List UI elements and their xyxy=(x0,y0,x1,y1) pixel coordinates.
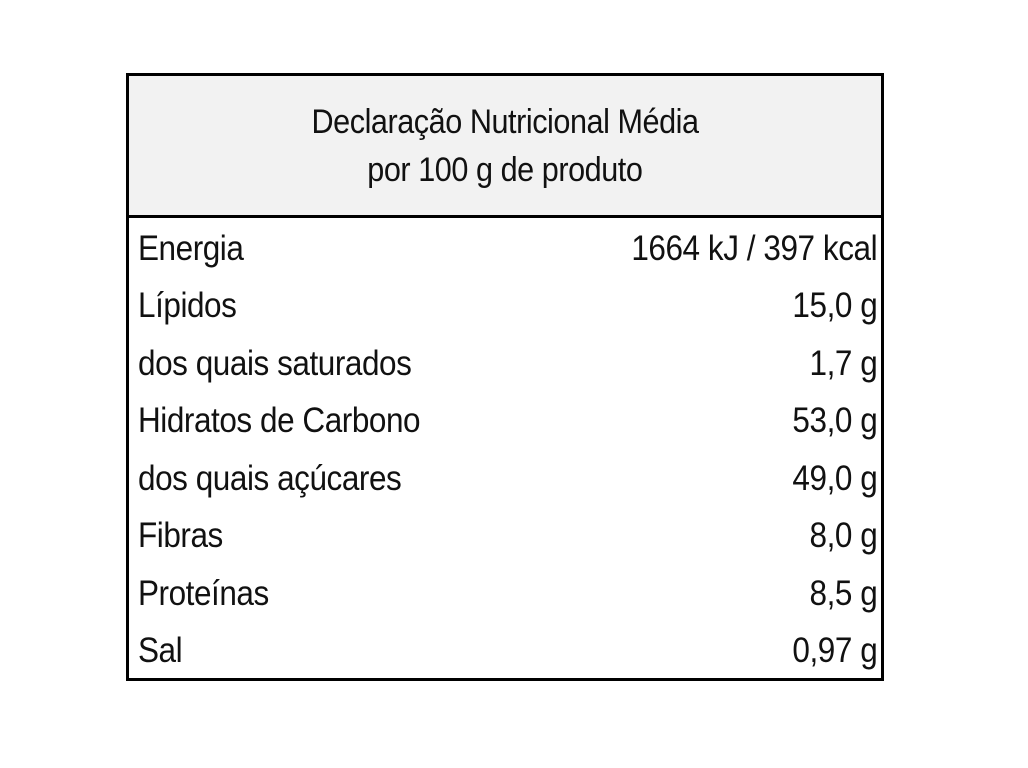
table-row: Energia 1664 kJ / 397 kcal xyxy=(129,220,881,278)
nutrient-value: 0,97 g xyxy=(792,631,877,671)
nutrient-label: Hidratos de Carbono xyxy=(138,401,421,441)
table-row: Proteínas 8,5 g xyxy=(129,565,881,623)
nutrient-value: 1664 kJ / 397 kcal xyxy=(631,228,877,268)
table-row: Hidratos de Carbono 53,0 g xyxy=(129,393,881,451)
nutrient-value: 53,0 g xyxy=(792,401,877,441)
nutrition-table: Declaração Nutricional Média por 100 g d… xyxy=(126,73,884,681)
nutrient-value: 49,0 g xyxy=(792,458,877,498)
table-header: Declaração Nutricional Média por 100 g d… xyxy=(129,76,881,218)
table-row: dos quais açúcares 49,0 g xyxy=(129,450,881,508)
nutrient-label: Fibras xyxy=(138,516,223,556)
table-row: dos quais saturados 1,7 g xyxy=(129,335,881,393)
nutrient-label: Sal xyxy=(138,631,183,671)
nutrient-label: dos quais saturados xyxy=(138,343,412,383)
table-row: Sal 0,97 g xyxy=(129,623,881,681)
nutrient-label: Lípidos xyxy=(138,286,237,326)
table-row: Lípidos 15,0 g xyxy=(129,278,881,336)
nutrient-value: 1,7 g xyxy=(809,343,877,383)
header-subtitle: por 100 g de produto xyxy=(367,150,643,189)
table-row: Fibras 8,0 g xyxy=(129,508,881,566)
nutrient-value: 15,0 g xyxy=(792,286,877,326)
nutrient-label: Proteínas xyxy=(138,573,269,613)
nutrient-label: Energia xyxy=(138,228,244,268)
nutrient-value: 8,0 g xyxy=(809,516,877,556)
nutrient-value: 8,5 g xyxy=(809,573,877,613)
table-body: Energia 1664 kJ / 397 kcal Lípidos 15,0 … xyxy=(129,218,881,680)
header-title: Declaração Nutricional Média xyxy=(311,102,699,141)
nutrient-label: dos quais açúcares xyxy=(138,458,402,498)
